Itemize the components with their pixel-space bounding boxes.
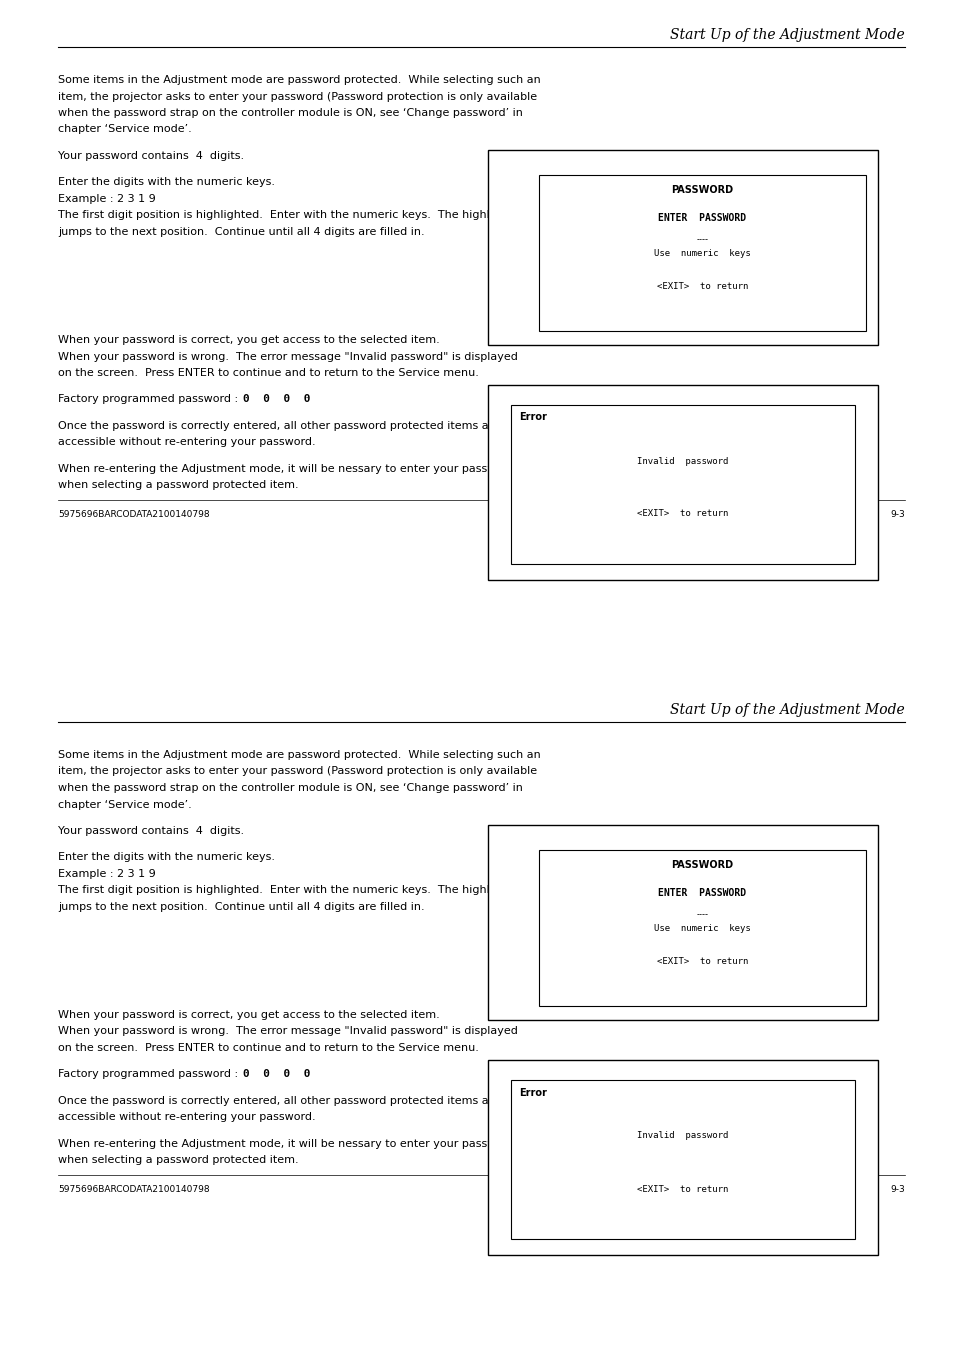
Text: Your password contains  4  digits.: Your password contains 4 digits. — [58, 825, 244, 836]
Text: When your password is correct, you get access to the selected item.: When your password is correct, you get a… — [58, 1011, 439, 1020]
Text: Invalid  password: Invalid password — [637, 1132, 728, 1140]
Text: accessible without re-entering your password.: accessible without re-entering your pass… — [58, 438, 315, 447]
Text: <EXIT>  to return: <EXIT> to return — [637, 1185, 728, 1193]
FancyBboxPatch shape — [538, 850, 865, 1006]
Text: 0  0  0  0: 0 0 0 0 — [243, 394, 310, 404]
Text: When your password is correct, you get access to the selected item.: When your password is correct, you get a… — [58, 335, 439, 345]
Text: Use  numeric  keys: Use numeric keys — [654, 924, 750, 934]
FancyBboxPatch shape — [488, 150, 877, 345]
Text: Error: Error — [518, 1088, 547, 1097]
Text: <EXIT>  to return: <EXIT> to return — [637, 509, 728, 519]
Text: item, the projector asks to enter your password (Password protection is only ava: item, the projector asks to enter your p… — [58, 92, 537, 101]
Text: chapter ‘Service mode’.: chapter ‘Service mode’. — [58, 124, 192, 135]
FancyBboxPatch shape — [488, 385, 877, 580]
Text: ----: ---- — [696, 235, 708, 245]
Text: Start Up of the Adjustment Mode: Start Up of the Adjustment Mode — [670, 703, 904, 717]
Text: The first digit position is highlighted.  Enter with the numeric keys.  The high: The first digit position is highlighted.… — [58, 885, 566, 896]
Text: When your password is wrong.  The error message "Invalid password" is displayed: When your password is wrong. The error m… — [58, 1027, 517, 1036]
FancyBboxPatch shape — [511, 1079, 854, 1239]
Text: when the password strap on the controller module is ON, see ‘Change password’ in: when the password strap on the controlle… — [58, 108, 522, 118]
Text: accessible without re-entering your password.: accessible without re-entering your pass… — [58, 1112, 315, 1123]
Text: Use  numeric  keys: Use numeric keys — [654, 250, 750, 258]
Text: Error: Error — [518, 412, 547, 423]
Text: When re-entering the Adjustment mode, it will be nessary to enter your password : When re-entering the Adjustment mode, it… — [58, 1139, 549, 1148]
Text: 9-3: 9-3 — [889, 509, 904, 519]
Text: Some items in the Adjustment mode are password protected.  While selecting such : Some items in the Adjustment mode are pa… — [58, 750, 540, 761]
Text: <EXIT>  to return: <EXIT> to return — [656, 282, 747, 292]
Text: When re-entering the Adjustment mode, it will be nessary to enter your password : When re-entering the Adjustment mode, it… — [58, 463, 549, 474]
Text: 5975696BARCODATA2100140798: 5975696BARCODATA2100140798 — [58, 1185, 210, 1194]
Text: ----: ---- — [696, 911, 708, 919]
Text: Once the password is correctly entered, all other password protected items are: Once the password is correctly entered, … — [58, 1096, 499, 1106]
Text: Enter the digits with the numeric keys.: Enter the digits with the numeric keys. — [58, 177, 274, 188]
Text: when selecting a password protected item.: when selecting a password protected item… — [58, 1155, 298, 1165]
Text: 0  0  0  0: 0 0 0 0 — [243, 1070, 310, 1079]
Text: on the screen.  Press ENTER to continue and to return to the Service menu.: on the screen. Press ENTER to continue a… — [58, 367, 478, 378]
Text: PASSWORD: PASSWORD — [671, 185, 733, 196]
FancyBboxPatch shape — [538, 176, 865, 331]
Text: ENTER  PASSWORD: ENTER PASSWORD — [658, 889, 746, 898]
Text: <EXIT>  to return: <EXIT> to return — [656, 958, 747, 966]
Text: Some items in the Adjustment mode are password protected.  While selecting such : Some items in the Adjustment mode are pa… — [58, 76, 540, 85]
Text: Factory programmed password :: Factory programmed password : — [58, 394, 249, 404]
Text: 5975696BARCODATA2100140798: 5975696BARCODATA2100140798 — [58, 509, 210, 519]
Text: Start Up of the Adjustment Mode: Start Up of the Adjustment Mode — [670, 28, 904, 42]
Text: chapter ‘Service mode’.: chapter ‘Service mode’. — [58, 800, 192, 809]
Text: Invalid  password: Invalid password — [637, 457, 728, 466]
Text: Your password contains  4  digits.: Your password contains 4 digits. — [58, 151, 244, 161]
Text: PASSWORD: PASSWORD — [671, 861, 733, 870]
Text: jumps to the next position.  Continue until all 4 digits are filled in.: jumps to the next position. Continue unt… — [58, 227, 424, 236]
Text: when selecting a password protected item.: when selecting a password protected item… — [58, 480, 298, 490]
Text: jumps to the next position.  Continue until all 4 digits are filled in.: jumps to the next position. Continue unt… — [58, 902, 424, 912]
Text: Example : 2 3 1 9: Example : 2 3 1 9 — [58, 193, 155, 204]
Text: Once the password is correctly entered, all other password protected items are: Once the password is correctly entered, … — [58, 420, 499, 431]
FancyBboxPatch shape — [511, 404, 854, 565]
Text: Example : 2 3 1 9: Example : 2 3 1 9 — [58, 869, 155, 878]
Text: on the screen.  Press ENTER to continue and to return to the Service menu.: on the screen. Press ENTER to continue a… — [58, 1043, 478, 1052]
FancyBboxPatch shape — [488, 825, 877, 1020]
Text: When your password is wrong.  The error message "Invalid password" is displayed: When your password is wrong. The error m… — [58, 351, 517, 362]
Text: 9-3: 9-3 — [889, 1185, 904, 1194]
FancyBboxPatch shape — [488, 1061, 877, 1255]
Text: ENTER  PASSWORD: ENTER PASSWORD — [658, 213, 746, 223]
Text: Factory programmed password :: Factory programmed password : — [58, 1070, 249, 1079]
Text: item, the projector asks to enter your password (Password protection is only ava: item, the projector asks to enter your p… — [58, 766, 537, 777]
Text: The first digit position is highlighted.  Enter with the numeric keys.  The high: The first digit position is highlighted.… — [58, 211, 566, 220]
Text: when the password strap on the controller module is ON, see ‘Change password’ in: when the password strap on the controlle… — [58, 784, 522, 793]
Text: Enter the digits with the numeric keys.: Enter the digits with the numeric keys. — [58, 852, 274, 862]
